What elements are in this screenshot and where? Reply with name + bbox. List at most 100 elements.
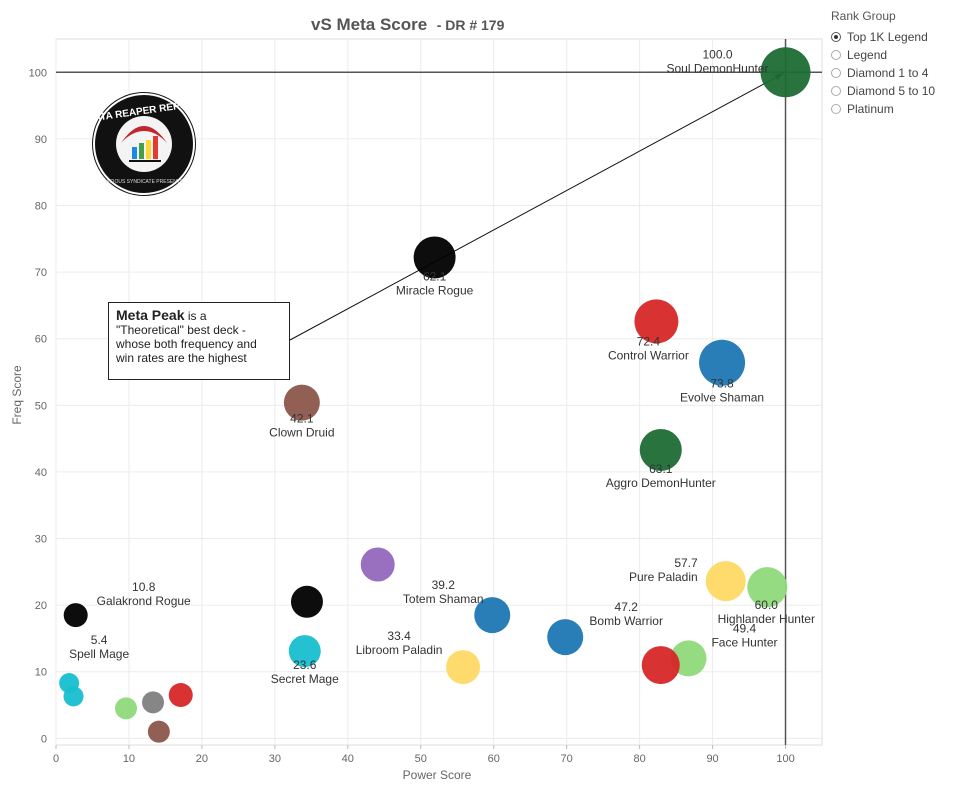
data-label-name: Clown Druid (269, 426, 334, 440)
y-axis-title: Freq Score (10, 365, 24, 425)
rank-option-label: Top 1K Legend (847, 30, 928, 44)
rank-group-legend: Rank Group Top 1K Legend Legend Diamond … (831, 9, 951, 118)
data-label-name: Control Warrior (608, 348, 689, 362)
arrow-line (289, 72, 784, 341)
annotation-line: win rates are the highest (116, 351, 247, 365)
data-point (63, 686, 84, 707)
data-label-name: Soul DemonHunter (666, 61, 768, 75)
data-label-name: Aggro DemonHunter (606, 476, 716, 490)
data-point (413, 236, 456, 279)
data-label-score: 63.1 (649, 462, 673, 476)
x-tick-label: 60 (488, 753, 500, 765)
data-reaper-logo: DATA REAPER REPORT VICIOUS SYNDICATE PRE… (91, 92, 197, 196)
data-point (747, 567, 788, 608)
reference-lines (56, 39, 822, 745)
data-point (63, 603, 88, 628)
data-points (59, 47, 811, 743)
x-axis-title: Power Score (403, 768, 472, 782)
rank-option-platinum[interactable]: Platinum (831, 100, 951, 118)
axis-ticks: 0 10 20 30 40 50 60 70 80 90 100 0 10 20 30 40 50 60 70 80 9… (29, 67, 795, 765)
chart-title: vS Meta Score - DR # 179 (311, 15, 505, 34)
data-point (288, 635, 321, 668)
x-tick-label: 90 (706, 753, 718, 765)
radio-icon (831, 86, 841, 96)
rank-option-diamond-5-10[interactable]: Diamond 5 to 10 (831, 82, 951, 100)
y-tick-label: 20 (35, 600, 47, 612)
rank-option-legend[interactable]: Legend (831, 46, 951, 64)
radio-icon (831, 50, 841, 60)
x-tick-label: 100 (776, 753, 794, 765)
y-tick-label: 40 (35, 467, 47, 479)
annotation-line: whose both frequency and (116, 337, 257, 351)
data-label-name: Highlander Hunter (718, 612, 815, 626)
data-label-score: 72.4 (637, 334, 661, 348)
data-point (168, 683, 193, 708)
data-label-score: 42.1 (290, 412, 314, 426)
data-point (641, 646, 680, 685)
annotation-heading-suffix: is a (184, 309, 207, 323)
data-point (283, 384, 320, 421)
data-point (360, 547, 395, 582)
data-label-name: Evolve Shaman (680, 391, 764, 405)
annotation-heading: Meta Peak (116, 307, 185, 323)
legend-title: Rank Group (831, 9, 896, 23)
annotation-line: "Theoretical" best deck - (116, 323, 246, 337)
x-tick-label: 0 (53, 753, 59, 765)
radio-icon (831, 104, 841, 114)
data-label-name: Totem Shaman (403, 592, 484, 606)
data-label-score: 62.1 (423, 269, 447, 283)
data-label-score: 39.2 (432, 578, 456, 592)
x-tick-label: 50 (415, 753, 427, 765)
data-point (290, 585, 323, 618)
y-tick-label: 70 (35, 267, 47, 279)
rank-option-diamond-1-4[interactable]: Diamond 1 to 4 (831, 64, 951, 82)
svg-text:VICIOUS SYNDICATE PRESENTS: VICIOUS SYNDICATE PRESENTS (105, 179, 184, 185)
meta-peak-arrow (289, 72, 784, 341)
data-label-score: 57.7 (674, 556, 698, 570)
rank-option-label: Legend (847, 48, 888, 62)
data-point (634, 299, 679, 344)
data-label-name: Spell Mage (69, 647, 129, 661)
data-label-name: Miracle Rogue (396, 283, 474, 297)
data-label-name: Pure Paladin (629, 570, 698, 584)
data-label-score: 100.0 (703, 47, 733, 61)
y-tick-label: 0 (41, 733, 47, 745)
meta-peak-annotation: Meta Peak is a "Theoretical" best deck -… (108, 302, 290, 380)
data-point (547, 619, 584, 656)
data-label-name: Secret Mage (271, 672, 339, 686)
y-tick-label: 50 (35, 400, 47, 412)
rank-option-label: Diamond 1 to 4 (847, 66, 929, 80)
x-tick-label: 40 (342, 753, 354, 765)
x-tick-label: 80 (633, 753, 645, 765)
data-point (474, 597, 511, 634)
data-label-name: Galakrond Rogue (97, 594, 191, 608)
y-tick-label: 30 (35, 534, 47, 546)
data-point (147, 720, 170, 743)
y-tick-label: 90 (35, 134, 47, 146)
data-label-score: 5.4 (91, 633, 108, 647)
rank-option-top-1k-legend[interactable]: Top 1K Legend (831, 28, 951, 46)
data-point (705, 561, 746, 602)
data-label-name: Bomb Warrior (589, 614, 663, 628)
data-point (639, 428, 682, 471)
data-point (699, 339, 746, 386)
radio-icon (831, 32, 841, 42)
y-tick-label: 100 (29, 67, 47, 79)
rank-option-label: Diamond 5 to 10 (847, 84, 936, 98)
x-tick-label: 70 (561, 753, 573, 765)
data-point (760, 47, 811, 98)
data-label-score: 33.4 (387, 629, 411, 643)
data-label-score: 60.0 (755, 598, 779, 612)
data-point (115, 697, 138, 720)
data-label-name: Face Hunter (711, 635, 777, 649)
rank-option-label: Platinum (847, 102, 894, 116)
x-tick-label: 10 (123, 753, 135, 765)
data-label-score: 49.4 (733, 621, 757, 635)
data-label-score: 73.8 (710, 377, 734, 391)
data-point (446, 650, 481, 685)
y-tick-label: 60 (35, 334, 47, 346)
data-label-score: 23.6 (293, 658, 317, 672)
data-label-score: 10.8 (132, 580, 156, 594)
